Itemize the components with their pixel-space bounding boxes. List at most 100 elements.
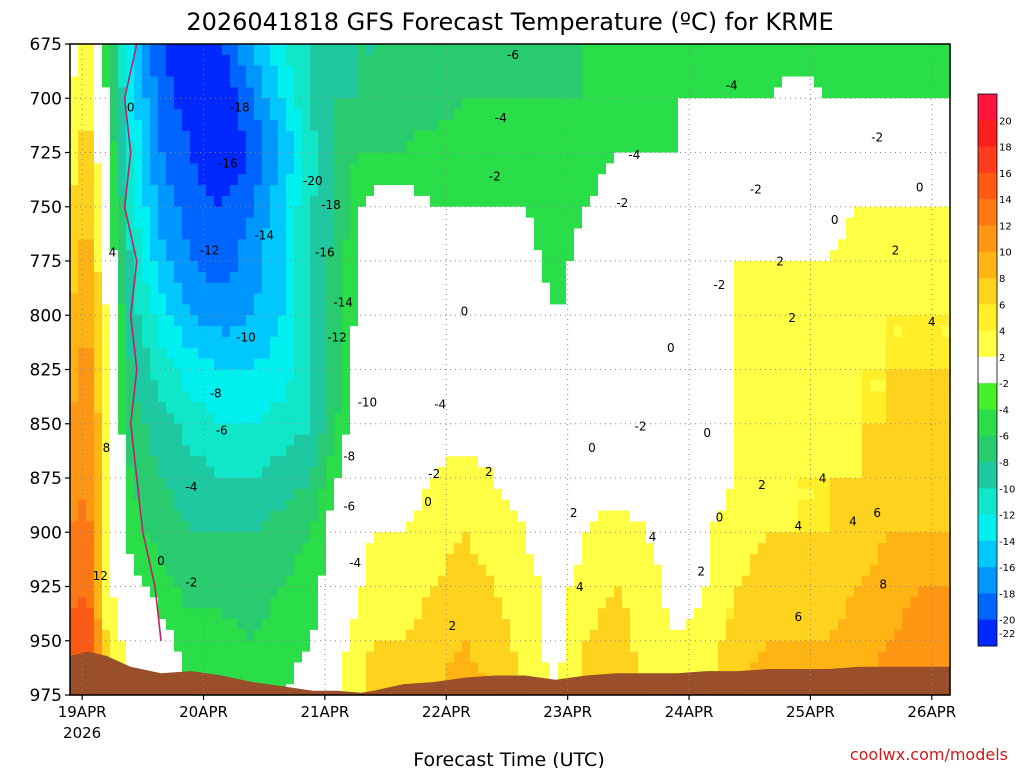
heat-cell	[358, 380, 367, 392]
heat-cell	[342, 521, 351, 533]
heat-cell	[342, 478, 351, 490]
heat-cell	[422, 651, 431, 664]
heat-cell	[94, 369, 103, 381]
heat-cell	[174, 217, 183, 230]
heat-cell	[254, 629, 263, 642]
heat-cell	[710, 261, 719, 273]
heat-cell	[134, 87, 143, 99]
heat-cell	[598, 629, 607, 642]
heat-cell	[670, 640, 679, 653]
heat-cell	[254, 65, 263, 78]
heat-cell	[350, 130, 359, 143]
heat-cell	[198, 434, 207, 447]
heat-cell	[326, 87, 335, 99]
heat-cell	[182, 586, 191, 598]
heat-cell	[558, 423, 567, 436]
heat-cell	[174, 109, 183, 121]
heat-cell	[134, 434, 143, 447]
heat-cell	[526, 445, 535, 457]
heat-cell	[430, 510, 439, 522]
heat-cell	[542, 434, 551, 447]
heat-cell	[214, 651, 223, 664]
heat-cell	[454, 228, 463, 240]
heat-cell	[566, 315, 575, 327]
heat-cell	[270, 608, 279, 620]
heat-cell	[150, 228, 159, 240]
heat-cell	[542, 358, 551, 371]
heat-cell	[206, 174, 215, 186]
heat-cell	[190, 456, 199, 468]
heat-cell	[510, 271, 519, 284]
heat-cell	[494, 510, 503, 522]
heat-cell	[174, 174, 183, 186]
heat-cell	[318, 412, 327, 425]
heat-cell	[374, 87, 383, 99]
heat-cell	[382, 87, 391, 99]
heat-cell	[310, 65, 319, 78]
heat-cell	[526, 564, 535, 577]
heat-cell	[158, 109, 167, 121]
heat-cell	[302, 87, 311, 99]
heat-cell	[182, 152, 191, 164]
heat-cell	[134, 326, 143, 338]
heat-cell	[542, 456, 551, 468]
heat-cell	[174, 54, 183, 67]
heat-cell	[518, 543, 527, 555]
heat-cell	[382, 174, 391, 186]
heat-cell	[270, 65, 279, 78]
heat-cell	[542, 412, 551, 425]
heat-cell	[366, 44, 375, 56]
heat-cell	[622, 532, 631, 544]
heat-cell	[102, 109, 111, 121]
heat-cell	[678, 575, 687, 588]
heat-cell	[382, 619, 391, 631]
heat-cell	[638, 478, 647, 490]
heat-cell	[686, 44, 695, 56]
heat-cell	[446, 358, 455, 371]
heat-cell	[430, 206, 439, 219]
heat-cell	[430, 163, 439, 175]
heat-cell	[254, 304, 263, 316]
heat-cell	[494, 434, 503, 447]
heat-cell	[614, 456, 623, 468]
heat-cell	[438, 76, 447, 88]
heat-cell	[222, 358, 231, 371]
heat-cell	[374, 141, 383, 154]
heat-cell	[374, 271, 383, 284]
heat-cell	[246, 369, 255, 381]
heat-cell	[598, 315, 607, 327]
heat-cell	[446, 54, 455, 67]
heat-cell	[390, 673, 399, 685]
heat-cell	[190, 326, 199, 338]
heat-cell	[374, 499, 383, 512]
heat-cell	[614, 412, 623, 425]
heat-cell	[326, 282, 335, 295]
heat-cell	[670, 358, 679, 371]
heat-cell	[718, 608, 727, 620]
heat-cell	[582, 358, 591, 371]
heat-cell	[286, 445, 295, 457]
heat-cell	[118, 250, 127, 262]
heat-cell	[366, 130, 375, 143]
heat-cell	[430, 608, 439, 620]
heat-cell	[94, 434, 103, 447]
heat-cell	[350, 315, 359, 327]
heat-cell	[686, 250, 695, 262]
heat-cell	[438, 651, 447, 664]
heat-cell	[118, 423, 127, 436]
heat-cell	[574, 174, 583, 186]
heat-cell	[102, 174, 111, 186]
heat-cell	[166, 586, 175, 598]
heat-cell	[310, 347, 319, 360]
heat-cell	[150, 326, 159, 338]
heat-cell	[318, 532, 327, 544]
heat-cell	[406, 250, 415, 262]
heat-cell	[414, 499, 423, 512]
heat-cell	[438, 119, 447, 132]
heat-cell	[518, 640, 527, 653]
heat-cell	[78, 532, 87, 544]
heat-cell	[86, 152, 95, 164]
heat-cell	[654, 445, 663, 457]
heat-cell	[606, 564, 615, 577]
heat-cell	[654, 521, 663, 533]
